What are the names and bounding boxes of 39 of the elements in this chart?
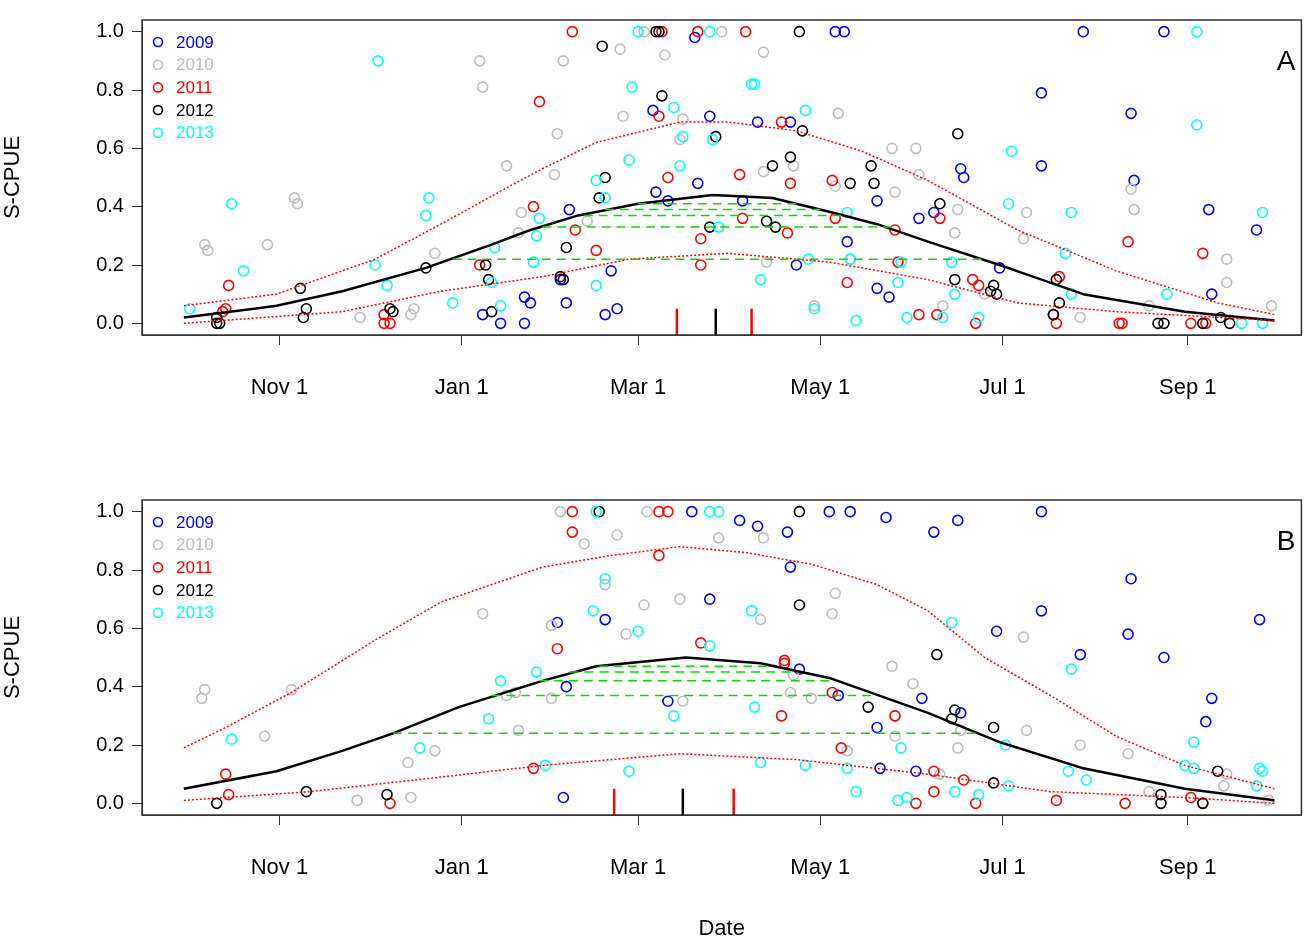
legend-label: 2009 — [176, 32, 214, 52]
legend-label: 2009 — [176, 512, 214, 532]
y-tick-label: 0.8 — [96, 77, 124, 100]
y-tick-label: 1.0 — [96, 19, 124, 42]
x-tick-label: Mar 1 — [609, 854, 667, 880]
legend-label: 2013 — [176, 123, 214, 143]
y-tick-label: 0.4 — [96, 674, 124, 697]
legend-label: 2010 — [176, 535, 214, 555]
y-tick-label: 0.4 — [96, 194, 124, 217]
x-tick-label: Sep 1 — [1159, 374, 1217, 400]
y-tick-label: 0.0 — [96, 310, 124, 333]
x-tick-label: Nov 1 — [250, 374, 309, 400]
y-tick-label: 0.6 — [96, 135, 124, 158]
x-tick-label: Sep 1 — [1159, 854, 1217, 880]
y-tick-label: 0.0 — [96, 790, 124, 813]
x-tick-label: Jan 1 — [434, 374, 489, 400]
legend-label: 2010 — [176, 55, 214, 75]
x-tick-label: Mar 1 — [609, 374, 667, 400]
y-tick-label: 0.2 — [96, 252, 124, 275]
x-tick-label: Jan 1 — [434, 854, 489, 880]
y-tick-label: 0.8 — [96, 557, 124, 580]
x-tick-label: May 1 — [790, 374, 851, 400]
y-tick-label: 0.6 — [96, 615, 124, 638]
x-tick-label: Jul 1 — [979, 374, 1026, 400]
x-axis-title: Date — [698, 914, 745, 940]
y-axis-title: S-CPUE — [0, 135, 25, 220]
legend-label: 2012 — [176, 580, 214, 600]
legend-label: 2011 — [176, 78, 213, 98]
legend-label: 2012 — [176, 100, 214, 120]
x-tick-label: Nov 1 — [250, 854, 309, 880]
x-tick-label: May 1 — [790, 854, 851, 880]
y-tick-label: 0.2 — [96, 732, 124, 755]
legend-label: 2011 — [176, 558, 213, 578]
text: B — [1276, 524, 1296, 556]
text: A — [1276, 44, 1296, 76]
y-tick-label: 1.0 — [96, 499, 124, 522]
y-axis-title: S-CPUE — [0, 615, 25, 700]
legend-label: 2013 — [176, 603, 214, 623]
x-tick-label: Jul 1 — [979, 854, 1026, 880]
